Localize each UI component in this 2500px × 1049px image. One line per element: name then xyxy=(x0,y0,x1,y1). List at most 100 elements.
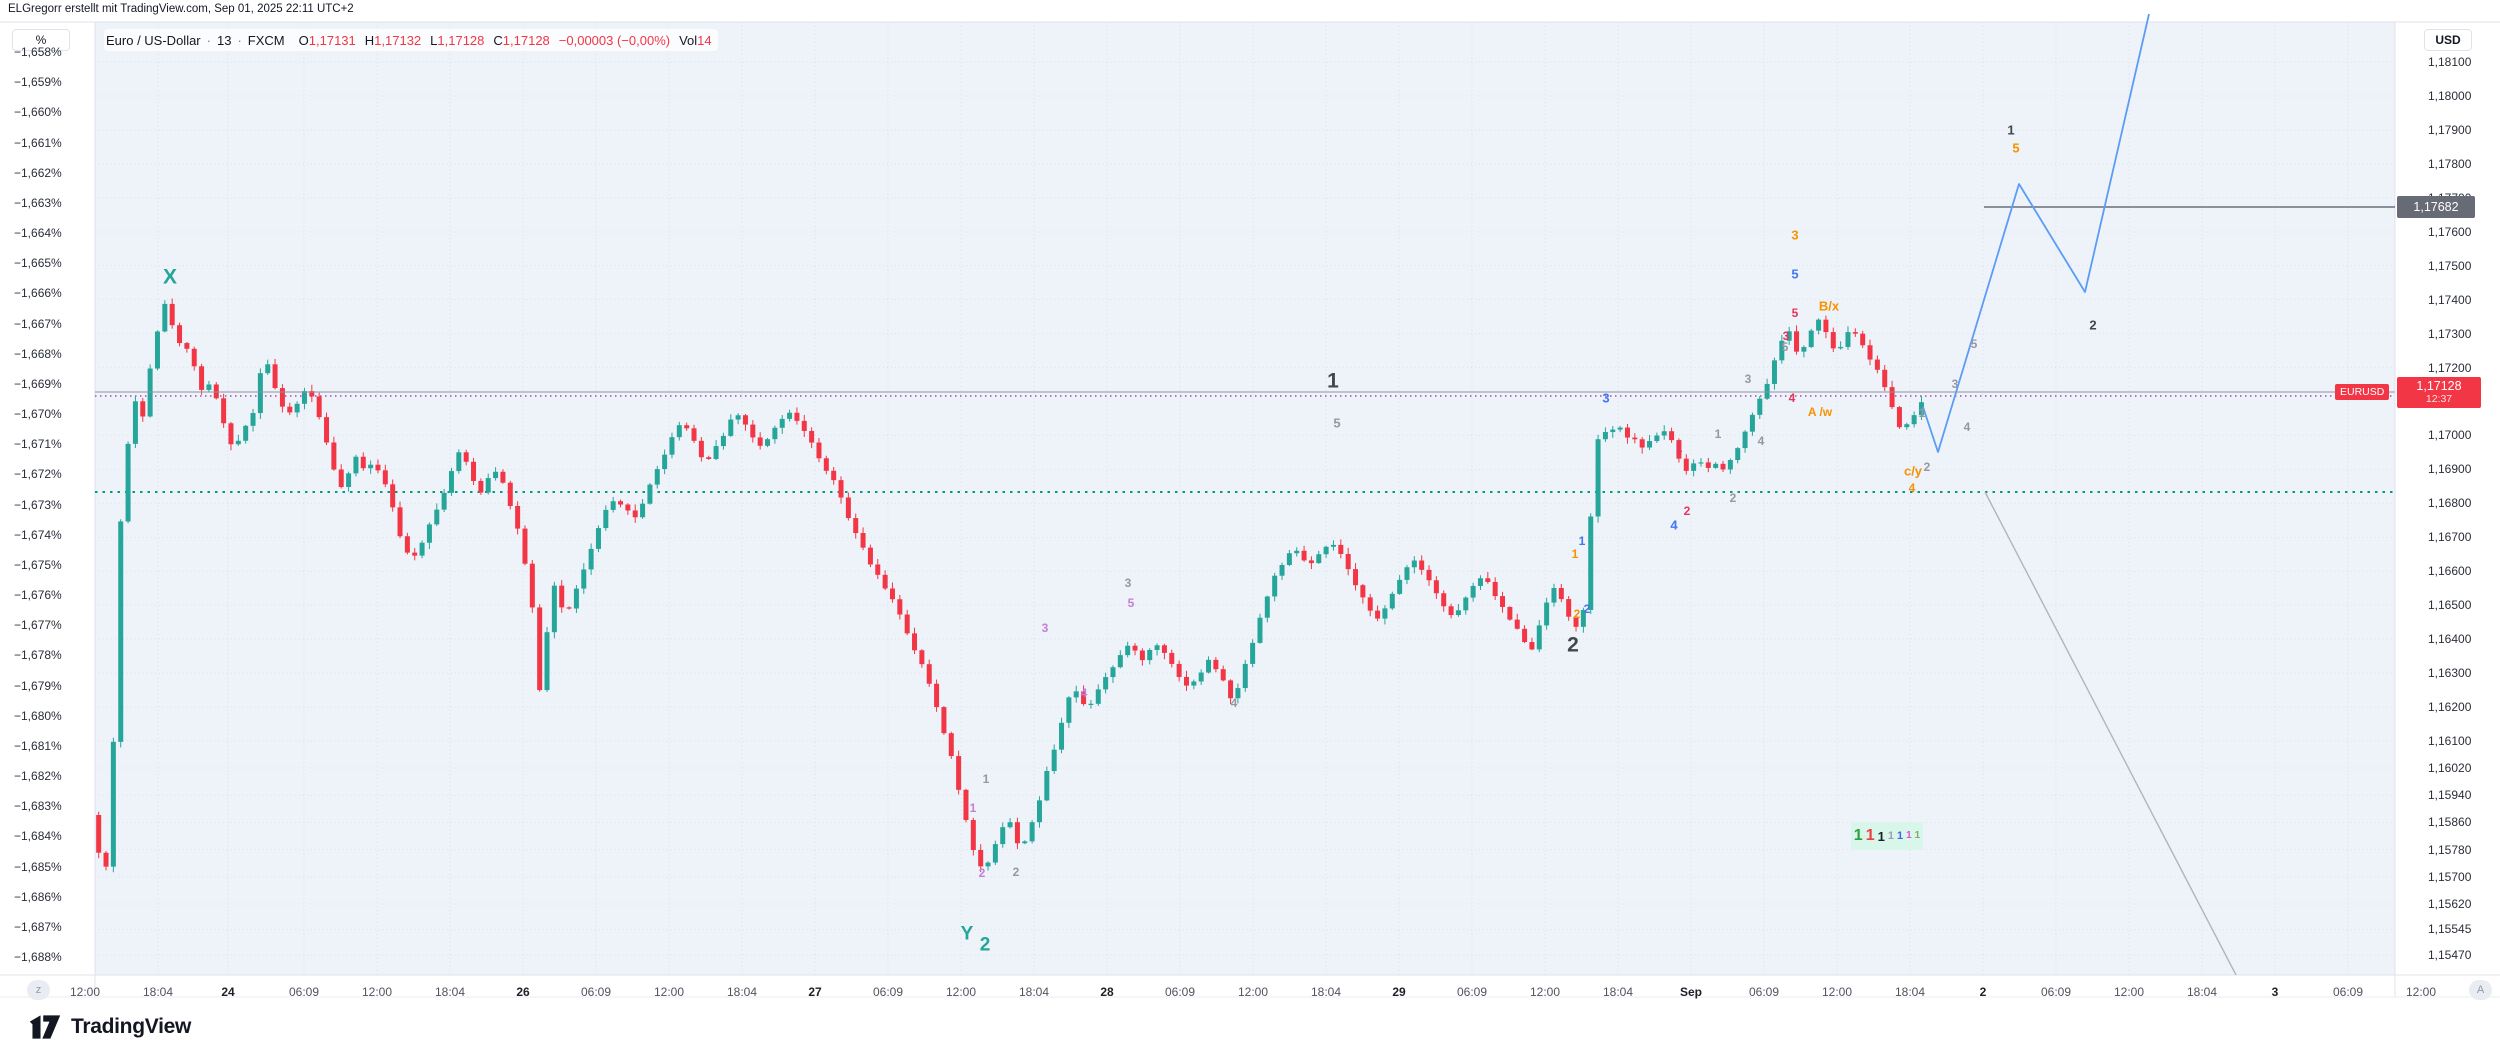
time-axis-tick: 06:09 xyxy=(872,985,904,999)
wave-label-3[interactable]: 3 xyxy=(1791,227,1799,243)
plot-area[interactable] xyxy=(95,13,2395,975)
wave-label-2[interactable]: 2 xyxy=(1583,602,1591,616)
currency-scale-button[interactable]: USD xyxy=(2424,29,2472,51)
right-axis-tick: 1,16800 xyxy=(2428,496,2472,511)
wave-label-5[interactable]: 5 xyxy=(1127,596,1135,610)
tradingview-logo-text: TradingView xyxy=(71,1015,192,1038)
right-axis-tick: 1,16500 xyxy=(2428,598,2472,613)
time-axis-tick: Sep xyxy=(1679,985,1703,999)
left-axis-tick: −1,671% xyxy=(14,437,62,452)
right-axis-tick: 1,17800 xyxy=(2428,156,2472,171)
wave-label-5[interactable]: 5 xyxy=(1970,337,1978,351)
timezone-pill[interactable]: z xyxy=(27,980,50,1000)
wave-label-3[interactable]: 3 xyxy=(1744,372,1752,386)
wave-label-2[interactable]: 2 xyxy=(2089,317,2097,333)
wave-label-3[interactable]: 3 xyxy=(1782,329,1790,343)
wave-label-5[interactable]: 5 xyxy=(1333,415,1341,431)
wave-count-item: 1 xyxy=(1877,828,1885,844)
time-axis-tick: 06:09 xyxy=(2332,985,2364,999)
left-axis-tick: −1,668% xyxy=(14,346,62,361)
ohlc-values: O1,17131 H1,17132 L1,17128 C1,17128 −0,00003… xyxy=(299,33,712,48)
wave-label-5[interactable]: 5 xyxy=(2012,140,2020,156)
right-axis-tick: 1,17200 xyxy=(2428,360,2472,375)
wave-label-1[interactable]: 1 xyxy=(2007,122,2015,138)
wave-label-2[interactable]: 2 xyxy=(1729,491,1737,505)
wave-label-bx[interactable]: B/x xyxy=(1818,298,1840,314)
wave-label-3[interactable]: 3 xyxy=(1951,377,1959,391)
wave-label-2[interactable]: 2 xyxy=(978,866,986,880)
right-axis-tick: 1,17400 xyxy=(2428,292,2472,307)
right-axis-tick: 1,15470 xyxy=(2428,947,2472,962)
left-axis-tick: −1,663% xyxy=(14,195,62,210)
wave-label-1[interactable]: 1 xyxy=(982,772,990,786)
wave-label-y[interactable]: Y xyxy=(960,923,974,945)
wave-label-5[interactable]: 5 xyxy=(1791,266,1799,282)
symbol-legend[interactable]: Euro / US-Dollar · 13 · FXCM O1,17131 H1,… xyxy=(104,29,718,51)
time-axis-tick: 18:04 xyxy=(1602,985,1634,999)
wave-label-2[interactable]: 2 xyxy=(1683,504,1691,518)
wave-label-4[interactable]: 4 xyxy=(1788,391,1796,405)
left-axis-tick: −1,686% xyxy=(14,889,62,904)
wave-label-3[interactable]: 3 xyxy=(1041,621,1049,635)
left-axis-tick: −1,681% xyxy=(14,738,62,753)
grid xyxy=(95,22,2395,975)
wave-label-4[interactable]: 4 xyxy=(1908,481,1916,495)
wave-label-4[interactable]: 4 xyxy=(1080,686,1088,700)
wave-label-1[interactable]: 1 xyxy=(1327,369,1339,393)
ohlc-field: O1,17131 xyxy=(298,32,356,48)
wave-label-2[interactable]: 2 xyxy=(1923,460,1931,474)
wave-label-4[interactable]: 4 xyxy=(1963,420,1971,434)
axis-settings-pill[interactable]: A xyxy=(2469,980,2492,1000)
wave-label-1[interactable]: 1 xyxy=(1578,534,1586,548)
wave-label-3[interactable]: 3 xyxy=(1124,576,1132,590)
wave-count-item: 1 xyxy=(1887,829,1894,842)
time-axis-tick: 12:00 xyxy=(1237,985,1269,999)
wave-label-1[interactable]: 1 xyxy=(1675,441,1683,455)
wave-label-1[interactable]: 1 xyxy=(969,801,977,815)
wave-label-1[interactable]: 1 xyxy=(1918,406,1926,420)
right-axis-tick: 1,17000 xyxy=(2428,428,2472,443)
ohlc-field: C1,17128 xyxy=(493,32,550,48)
tradingview-logo[interactable]: TradingView xyxy=(28,1012,191,1042)
gray-projection-line[interactable] xyxy=(1984,491,2237,975)
right-axis-tick: 1,16100 xyxy=(2428,734,2472,748)
time-axis-tick: 18:04 xyxy=(142,985,174,999)
wave-label-2[interactable]: 2 xyxy=(1573,607,1581,621)
left-axis-tick: −1,683% xyxy=(14,799,62,814)
wave-label-1[interactable]: 1 xyxy=(1571,547,1579,561)
left-axis-tick: −1,673% xyxy=(14,497,62,512)
time-axis-tick: 29 xyxy=(1392,985,1406,999)
right-axis-tick: 1,17600 xyxy=(2428,224,2472,239)
wave-label-1[interactable]: 1 xyxy=(1714,427,1722,441)
wave-label-4[interactable]: 4 xyxy=(1670,517,1678,533)
wave-label-x[interactable]: X xyxy=(162,265,178,289)
chart-pane-background[interactable] xyxy=(95,22,2395,975)
wave-label-2[interactable]: 2 xyxy=(1012,865,1020,879)
time-axis-tick: 06:09 xyxy=(288,985,320,999)
attribution-text: ELGregorr erstellt mit TradingView.com, … xyxy=(8,3,354,15)
tradingview-logo-icon xyxy=(29,1015,61,1039)
wave-label-2[interactable]: 2 xyxy=(1567,633,1579,657)
wave-label-5[interactable]: 5 xyxy=(1791,306,1799,320)
wave-label-2[interactable]: 2 xyxy=(979,934,991,956)
wave-label-5[interactable]: 5 xyxy=(1781,340,1789,354)
wave-label-cy[interactable]: c/y xyxy=(1903,463,1923,479)
blue-projection-line[interactable] xyxy=(1922,13,2150,453)
wave-label-3[interactable]: 3 xyxy=(1602,390,1610,406)
level-price-value: 1,17682 xyxy=(2413,200,2459,214)
right-axis-tick: 1,16200 xyxy=(2428,700,2472,715)
wave-label-4[interactable]: 4 xyxy=(1757,434,1765,448)
time-axis-tick: 28 xyxy=(1100,985,1114,999)
wave-label-aw[interactable]: A /w xyxy=(1807,405,1833,419)
right-axis-tick: 1,15940 xyxy=(2428,788,2472,803)
legend-separator: · xyxy=(206,32,211,48)
percent-scale-button[interactable]: % xyxy=(12,29,70,51)
right-axis-tick: 1,15700 xyxy=(2428,869,2472,884)
ohlc-field: L1,17128 xyxy=(430,32,485,48)
right-axis-tick: 1,16400 xyxy=(2428,632,2472,647)
wave-label-4[interactable]: 4 xyxy=(1230,696,1238,710)
percent-scale-label: % xyxy=(35,33,47,47)
